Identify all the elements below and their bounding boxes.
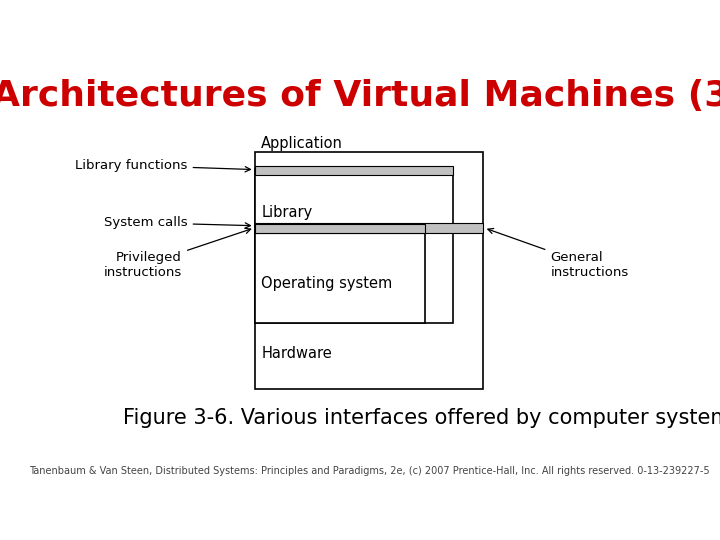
Text: Operating system: Operating system bbox=[261, 275, 392, 291]
Text: Hardware: Hardware bbox=[261, 346, 332, 361]
Text: General
instructions: General instructions bbox=[488, 228, 629, 279]
Bar bbox=[255, 152, 483, 389]
Text: System calls: System calls bbox=[104, 217, 251, 230]
Text: Privileged
instructions: Privileged instructions bbox=[104, 228, 251, 279]
Text: Tanenbaum & Van Steen, Distributed Systems: Principles and Paradigms, 2e, (c) 20: Tanenbaum & Van Steen, Distributed Syste… bbox=[29, 465, 709, 476]
Bar bbox=[255, 168, 453, 322]
Text: Figure 3-6. Various interfaces offered by computer systems.: Figure 3-6. Various interfaces offered b… bbox=[124, 408, 720, 428]
Bar bbox=[255, 224, 425, 233]
Text: Library functions: Library functions bbox=[76, 159, 251, 172]
Text: Architectures of Virtual Machines (3): Architectures of Virtual Machines (3) bbox=[0, 79, 720, 113]
Bar bbox=[255, 231, 425, 322]
Bar bbox=[255, 223, 483, 233]
Bar bbox=[255, 166, 453, 175]
Text: Application: Application bbox=[261, 136, 343, 151]
Text: Library: Library bbox=[261, 205, 312, 220]
